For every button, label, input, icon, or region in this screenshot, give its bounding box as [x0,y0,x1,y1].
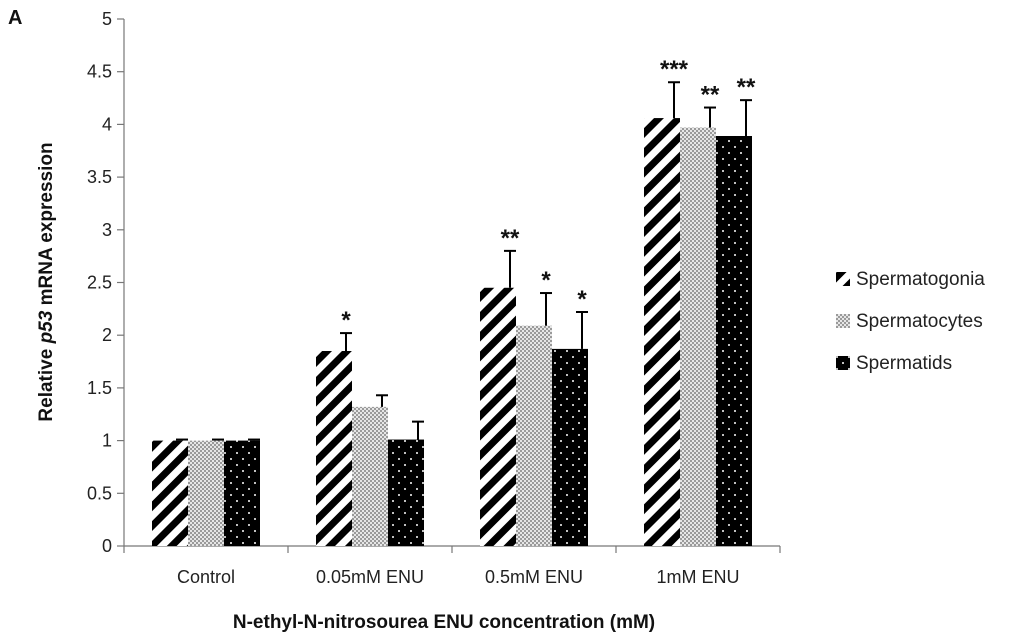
bar [224,440,260,546]
y-axis-title: Relative p53 mRNA expression [36,142,57,421]
bar [316,351,352,546]
y-tick-label: 5 [102,9,112,29]
bar [552,348,588,546]
legend-swatch [836,272,850,286]
x-tick-label: 0.5mM ENU [485,567,583,587]
y-tick-label: 2.5 [87,273,112,293]
legend: Spermatogonia Spermatocytes Spermatids [836,269,985,374]
bar [680,127,716,546]
significance-label: ** [701,82,720,109]
bar [152,440,188,546]
legend-swatch [836,314,850,328]
y-tick-label: 3.5 [87,167,112,187]
x-axis-title: N-ethyl-N-nitrosourea ENU concentration … [233,612,655,633]
bar [388,439,424,546]
y-axis: 0 0.5 1 1.5 2 2.5 3 3.5 4 4.5 5 [87,9,125,556]
y-axis-title-gene: p53 [36,310,57,344]
x-tick-label: Control [177,567,235,587]
significance-label: ** [737,74,756,101]
bar [516,325,552,546]
panel-label: A [8,7,22,29]
legend-label: Spermatids [856,353,952,374]
significance-label: * [541,267,551,294]
significance-marks: ************ [341,56,756,334]
legend-label: Spermatocytes [856,311,983,332]
significance-label: *** [660,56,689,83]
bar [188,440,224,546]
y-tick-label: 0.5 [87,483,112,503]
x-axis: Control 0.05mM ENU 0.5mM ENU 1mM ENU [123,545,781,587]
significance-label: ** [501,225,520,252]
y-tick-label: 1 [102,431,112,451]
bar [644,118,680,547]
y-tick-label: 1.5 [87,378,112,398]
x-tick-label: 1mM ENU [656,567,739,587]
significance-label: * [577,286,587,313]
bar [716,135,752,546]
y-tick-label: 0 [102,536,112,556]
y-axis-title-part: mRNA expression [36,142,57,310]
bar [352,406,388,546]
x-tick-label: 0.05mM ENU [316,567,424,587]
y-axis-title-part: Relative [36,343,57,421]
legend-label: Spermatogonia [856,269,985,290]
y-tick-label: 4.5 [87,62,112,82]
significance-label: * [341,307,351,334]
error-bars [176,81,752,441]
bars [152,118,752,547]
y-tick-label: 2 [102,325,112,345]
legend-swatch [836,356,850,370]
y-tick-label: 3 [102,220,112,240]
y-tick-label: 4 [102,114,112,134]
bar [480,287,516,546]
